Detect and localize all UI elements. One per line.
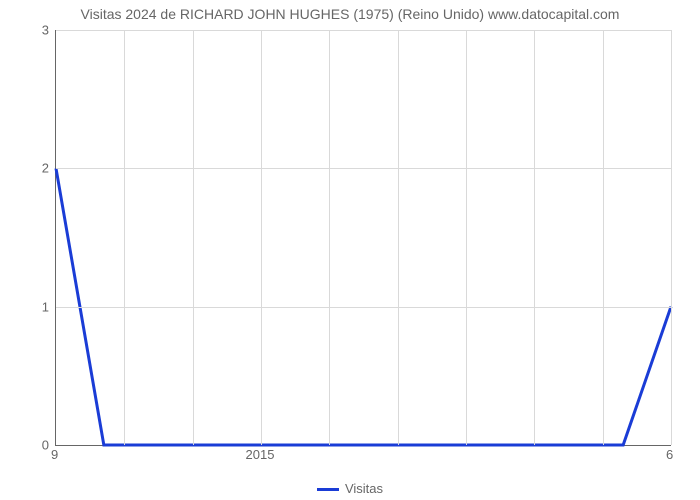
gridline-h [56, 168, 671, 169]
line-series [56, 30, 671, 445]
y-tick-label: 2 [0, 161, 49, 176]
gridline-h [56, 30, 671, 31]
gridline-v [603, 30, 604, 445]
legend-marker [317, 488, 339, 491]
plot-area [55, 30, 671, 446]
gridline-v [398, 30, 399, 445]
gridline-v [671, 30, 672, 445]
chart-title: Visitas 2024 de RICHARD JOHN HUGHES (197… [0, 6, 700, 22]
gridline-v [193, 30, 194, 445]
x-start-label: 9 [51, 447, 58, 462]
legend-label: Visitas [345, 481, 383, 496]
gridline-h [56, 307, 671, 308]
chart-container: Visitas 2024 de RICHARD JOHN HUGHES (197… [0, 0, 700, 500]
x-mid-label: 2015 [246, 447, 275, 462]
y-tick-label: 1 [0, 299, 49, 314]
legend: Visitas [0, 481, 700, 496]
y-tick-label: 3 [0, 23, 49, 38]
gridline-v [261, 30, 262, 445]
gridline-v [329, 30, 330, 445]
gridline-v [124, 30, 125, 445]
x-end-label: 6 [666, 447, 673, 462]
gridline-v [466, 30, 467, 445]
y-tick-label: 0 [0, 438, 49, 453]
gridline-v [534, 30, 535, 445]
